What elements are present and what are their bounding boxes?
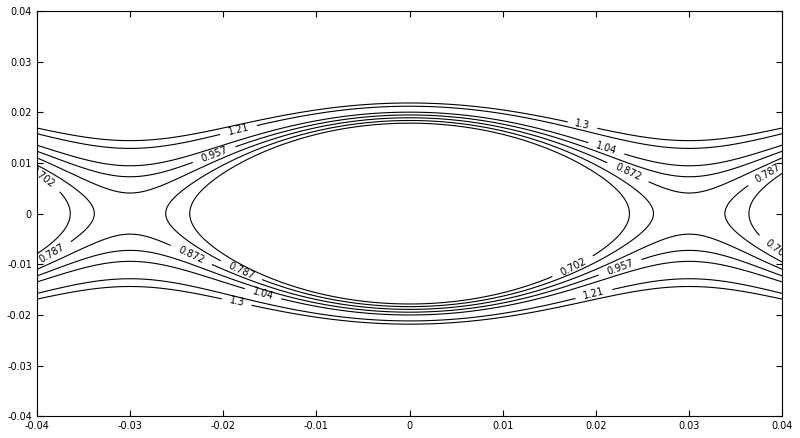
Text: 1.3: 1.3 xyxy=(228,296,245,309)
Text: 0.872: 0.872 xyxy=(614,162,642,183)
Text: 1.21: 1.21 xyxy=(226,123,250,138)
Text: 0.787: 0.787 xyxy=(753,162,782,184)
Text: 1.04: 1.04 xyxy=(251,286,274,302)
Text: 1.21: 1.21 xyxy=(582,286,606,301)
Text: 0.702: 0.702 xyxy=(762,238,791,262)
Text: 0.787: 0.787 xyxy=(226,261,256,281)
Text: 0.787: 0.787 xyxy=(38,243,66,265)
Text: 1.04: 1.04 xyxy=(594,141,618,156)
Text: 0.872: 0.872 xyxy=(177,244,206,265)
Text: 1.3: 1.3 xyxy=(574,119,591,131)
Text: 0.957: 0.957 xyxy=(199,145,229,164)
Text: 0.702: 0.702 xyxy=(558,256,588,278)
Text: 0.957: 0.957 xyxy=(606,258,634,276)
Text: 0.702: 0.702 xyxy=(28,165,57,190)
